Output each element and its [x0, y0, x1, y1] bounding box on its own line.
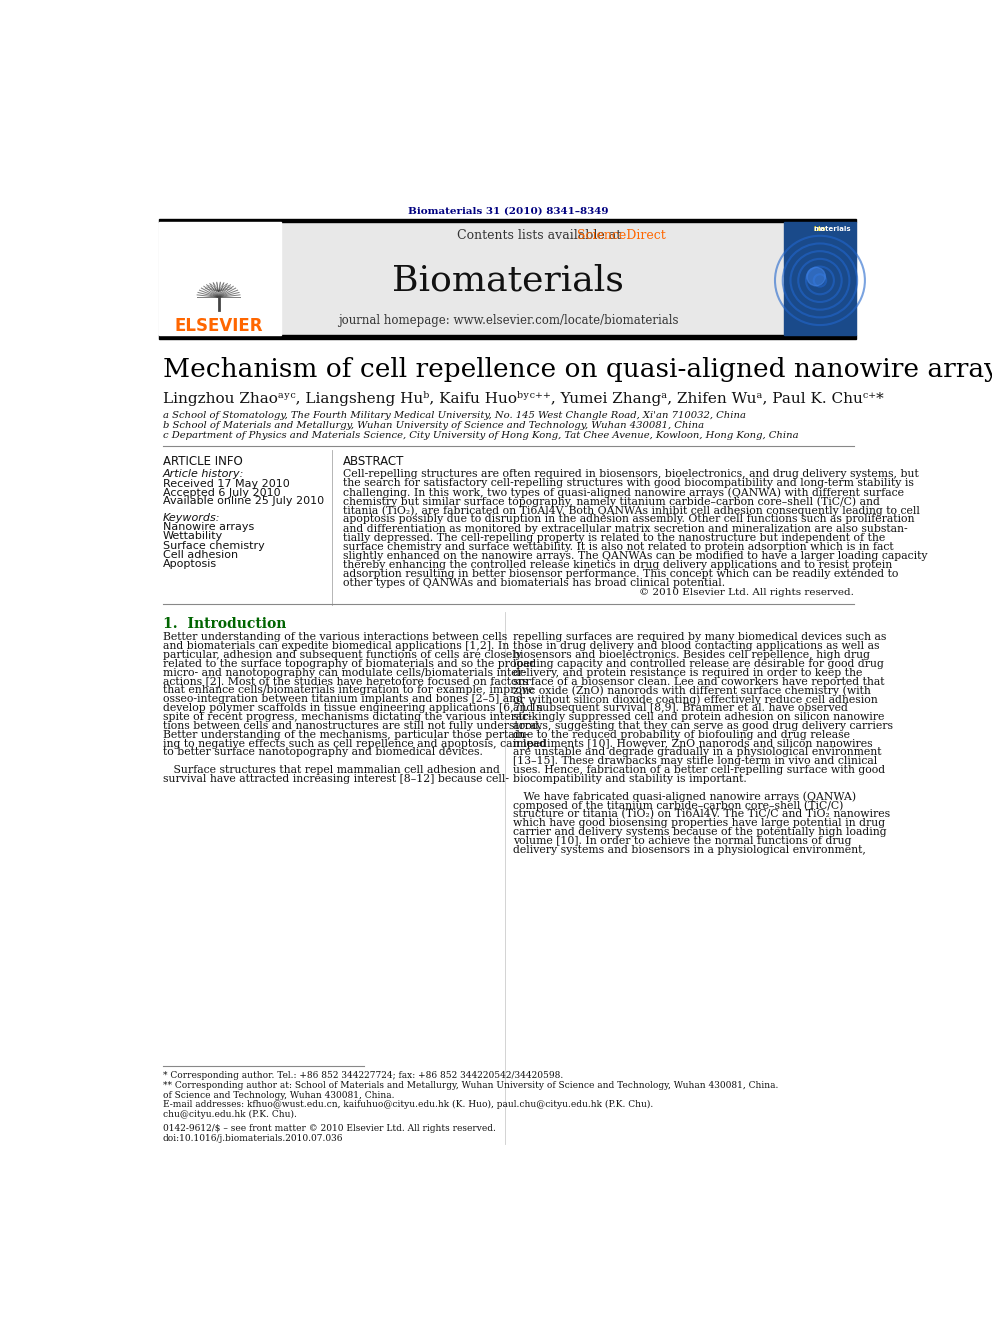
Text: Better understanding of the various interactions between cells: Better understanding of the various inte… [163, 632, 507, 642]
Text: composed of the titanium carbide–carbon core–shell (TiC/C): composed of the titanium carbide–carbon … [513, 800, 843, 811]
Text: We have fabricated quasi-aligned nanowire arrays (QANWA): We have fabricated quasi-aligned nanowir… [513, 791, 856, 802]
Text: to better surface nanotopography and biomedical devices.: to better surface nanotopography and bio… [163, 747, 483, 758]
Text: titania (TiO₂), are fabricated on Ti6Al4V. Both QANWAs inhibit cell adhesion con: titania (TiO₂), are fabricated on Ti6Al4… [342, 505, 920, 516]
Text: 1.  Introduction: 1. Introduction [163, 617, 286, 631]
Text: Surface chemistry: Surface chemistry [163, 541, 265, 550]
Text: chu@cityu.edu.hk (P.K. Chu).: chu@cityu.edu.hk (P.K. Chu). [163, 1110, 297, 1119]
Text: due to the reduced probability of biofouling and drug release: due to the reduced probability of biofou… [513, 730, 850, 740]
Text: surface of a biosensor clean. Lee and coworkers have reported that: surface of a biosensor clean. Lee and co… [513, 676, 885, 687]
Text: challenging. In this work, two types of quasi-aligned nanowire arrays (QANWA) wi: challenging. In this work, two types of … [342, 487, 904, 497]
Text: doi:10.1016/j.biomaterials.2010.07.036: doi:10.1016/j.biomaterials.2010.07.036 [163, 1134, 343, 1143]
Text: delivery systems and biosensors in a physiological environment,: delivery systems and biosensors in a phy… [513, 845, 866, 855]
Text: thereby enhancing the controlled release kinetics in drug delivery applications : thereby enhancing the controlled release… [342, 560, 892, 570]
Text: bio: bio [813, 226, 826, 232]
Text: slightly enhanced on the nanowire arrays. The QANWAs can be modified to have a l: slightly enhanced on the nanowire arrays… [342, 550, 928, 561]
Text: or without silicon dioxide coating) effectively reduce cell adhesion: or without silicon dioxide coating) effe… [513, 695, 878, 705]
Text: Article history:: Article history: [163, 470, 244, 479]
Text: © 2010 Elsevier Ltd. All rights reserved.: © 2010 Elsevier Ltd. All rights reserved… [639, 589, 854, 598]
Text: Wettability: Wettability [163, 532, 223, 541]
Text: osseo-integration between titanium implants and bones [2–5] and: osseo-integration between titanium impla… [163, 695, 523, 704]
Text: those in drug delivery and blood contacting applications as well as: those in drug delivery and blood contact… [513, 642, 880, 651]
Bar [159, 222, 856, 335]
Text: materials: materials [813, 226, 851, 232]
Text: ScienceDirect: ScienceDirect [577, 229, 666, 242]
Text: biocompatibility and stability is important.: biocompatibility and stability is import… [513, 774, 747, 785]
Text: ** Corresponding author at: School of Materials and Metallurgy, Wuhan University: ** Corresponding author at: School of Ma… [163, 1081, 778, 1090]
Text: ing to negative effects such as cell repellence and apoptosis, can lead: ing to negative effects such as cell rep… [163, 738, 546, 749]
Text: loading capacity and controlled release are desirable for good drug: loading capacity and controlled release … [513, 659, 884, 669]
Text: Available online 25 July 2010: Available online 25 July 2010 [163, 496, 323, 505]
Text: Apoptosis: Apoptosis [163, 560, 217, 569]
Text: Nanowire arrays: Nanowire arrays [163, 523, 254, 532]
Text: of Science and Technology, Wuhan 430081, China.: of Science and Technology, Wuhan 430081,… [163, 1091, 394, 1101]
Text: the search for satisfactory cell-repelling structures with good biocompatibility: the search for satisfactory cell-repelli… [342, 478, 914, 488]
Text: Keywords:: Keywords: [163, 513, 220, 523]
Text: Received 17 May 2010: Received 17 May 2010 [163, 479, 290, 490]
Bar [159, 222, 282, 335]
Text: Lingzhou Zhaoᵃʸᶜ, Liangsheng Huᵇ, Kaifu Huoᵇʸᶜ⁺⁺, Yumei Zhangᵃ, Zhifen Wuᵃ, Paul: Lingzhou Zhaoᵃʸᶜ, Liangsheng Huᵇ, Kaifu … [163, 392, 884, 406]
Text: ABSTRACT: ABSTRACT [342, 455, 404, 468]
Text: b School of Materials and Metallurgy, Wuhan University of Science and Technology: b School of Materials and Metallurgy, Wu… [163, 421, 704, 430]
Text: chemistry but similar surface topography, namely titanium carbide–carbon core–sh: chemistry but similar surface topography… [342, 496, 880, 507]
Text: apoptosis possibly due to disruption in the adhesion assembly. Other cell functi: apoptosis possibly due to disruption in … [342, 515, 914, 524]
Text: surface chemistry and surface wettability. It is also not related to protein ads: surface chemistry and surface wettabilit… [342, 541, 893, 552]
Text: and subsequent survival [8,9]. Brammer et al. have observed: and subsequent survival [8,9]. Brammer e… [513, 703, 848, 713]
Circle shape [806, 267, 825, 286]
Text: Cell adhesion: Cell adhesion [163, 550, 238, 560]
Text: * Corresponding author. Tel.: +86 852 344227724; fax: +86 852 344220542/34420598: * Corresponding author. Tel.: +86 852 34… [163, 1072, 563, 1080]
Text: that enhance cells/biomaterials integration to for example, improve: that enhance cells/biomaterials integrat… [163, 685, 534, 696]
Text: 0142-9612/$ – see front matter © 2010 Elsevier Ltd. All rights reserved.: 0142-9612/$ – see front matter © 2010 El… [163, 1125, 496, 1134]
Text: micro- and nanotopography can modulate cells/biomaterials inter-: micro- and nanotopography can modulate c… [163, 668, 526, 677]
Text: Biomaterials 31 (2010) 8341–8349: Biomaterials 31 (2010) 8341–8349 [408, 206, 609, 216]
Text: survival have attracted increasing interest [8–12] because cell-: survival have attracted increasing inter… [163, 774, 509, 785]
Text: E-mail addresses: kfhuo@wust.edu.cn, kaifuhuo@cityu.edu.hk (K. Huo), paul.chu@ci: E-mail addresses: kfhuo@wust.edu.cn, kai… [163, 1099, 653, 1109]
Text: journal homepage: www.elsevier.com/locate/biomaterials: journal homepage: www.elsevier.com/locat… [338, 314, 679, 327]
Text: c Department of Physics and Materials Science, City University of Hong Kong, Tat: c Department of Physics and Materials Sc… [163, 431, 799, 441]
Text: develop polymer scaffolds in tissue engineering applications [6,7]. In: develop polymer scaffolds in tissue engi… [163, 703, 543, 713]
Text: carrier and delivery systems because of the potentially high loading: carrier and delivery systems because of … [513, 827, 887, 837]
Text: impediments [10]. However, ZnO nanorods and silicon nanowires: impediments [10]. However, ZnO nanorods … [513, 738, 873, 749]
Text: actions [2]. Most of the studies have heretofore focused on factors: actions [2]. Most of the studies have he… [163, 676, 528, 687]
Text: tially depressed. The cell-repelling property is related to the nanostructure bu: tially depressed. The cell-repelling pro… [342, 533, 885, 542]
Bar [784, 222, 856, 335]
Bar [159, 218, 856, 222]
Text: Mechanism of cell repellence on quasi-aligned nanowire arrays on Ti alloy: Mechanism of cell repellence on quasi-al… [163, 357, 992, 382]
Text: Accepted 6 July 2010: Accepted 6 July 2010 [163, 488, 281, 497]
Text: strikingly suppressed cell and protein adhesion on silicon nanowire: strikingly suppressed cell and protein a… [513, 712, 885, 722]
Text: Cell-repelling structures are often required in biosensors, bioelectronics, and : Cell-repelling structures are often requ… [342, 470, 919, 479]
Text: ELSEVIER: ELSEVIER [175, 316, 263, 335]
Text: are unstable and degrade gradually in a physiological environment: are unstable and degrade gradually in a … [513, 747, 882, 758]
Text: ARTICLE INFO: ARTICLE INFO [163, 455, 242, 468]
Text: Biomaterials: Biomaterials [393, 263, 624, 298]
Text: Contents lists available at: Contents lists available at [457, 229, 626, 242]
Text: [13–15]. These drawbacks may stifle long-term in vivo and clinical: [13–15]. These drawbacks may stifle long… [513, 757, 877, 766]
Text: biosensors and bioelectronics. Besides cell repellence, high drug: biosensors and bioelectronics. Besides c… [513, 650, 870, 660]
Text: volume [10]. In order to achieve the normal functions of drug: volume [10]. In order to achieve the nor… [513, 836, 851, 845]
Text: other types of QANWAs and biomaterials has broad clinical potential.: other types of QANWAs and biomaterials h… [342, 578, 725, 589]
Text: delivery, and protein resistance is required in order to keep the: delivery, and protein resistance is requ… [513, 668, 862, 677]
Text: related to the surface topography of biomaterials and so the proper: related to the surface topography of bio… [163, 659, 535, 669]
Text: which have good biosensing properties have large potential in drug: which have good biosensing properties ha… [513, 818, 885, 828]
Text: a School of Stomatology, The Fourth Military Medical University, No. 145 West Ch: a School of Stomatology, The Fourth Mili… [163, 411, 746, 421]
Bar [159, 335, 856, 339]
Text: tions between cells and nanostructures are still not fully understood.: tions between cells and nanostructures a… [163, 721, 542, 730]
Text: repelling surfaces are required by many biomedical devices such as: repelling surfaces are required by many … [513, 632, 887, 642]
Text: uses. Hence, fabrication of a better cell-repelling surface with good: uses. Hence, fabrication of a better cel… [513, 765, 885, 775]
Text: arrays, suggesting that they can serve as good drug delivery carriers: arrays, suggesting that they can serve a… [513, 721, 893, 730]
Text: Surface structures that repel mammalian cell adhesion and: Surface structures that repel mammalian … [163, 765, 500, 775]
Text: spite of recent progress, mechanisms dictating the various interac-: spite of recent progress, mechanisms dic… [163, 712, 532, 722]
Text: structure or titania (TiO₂) on Ti6Al4V. The TiC/C and TiO₂ nanowires: structure or titania (TiO₂) on Ti6Al4V. … [513, 810, 890, 820]
Text: Better understanding of the mechanisms, particular those pertain-: Better understanding of the mechanisms, … [163, 730, 529, 740]
Text: zinc oxide (ZnO) nanorods with different surface chemistry (with: zinc oxide (ZnO) nanorods with different… [513, 685, 871, 696]
Text: and biomaterials can expedite biomedical applications [1,2]. In: and biomaterials can expedite biomedical… [163, 642, 509, 651]
Text: and differentiation as monitored by extracellular matrix secretion and mineraliz: and differentiation as monitored by extr… [342, 524, 907, 533]
Text: adsorption resulting in better biosensor performance. This concept which can be : adsorption resulting in better biosensor… [342, 569, 898, 579]
Text: particular, adhesion and subsequent functions of cells are closely: particular, adhesion and subsequent func… [163, 650, 522, 660]
